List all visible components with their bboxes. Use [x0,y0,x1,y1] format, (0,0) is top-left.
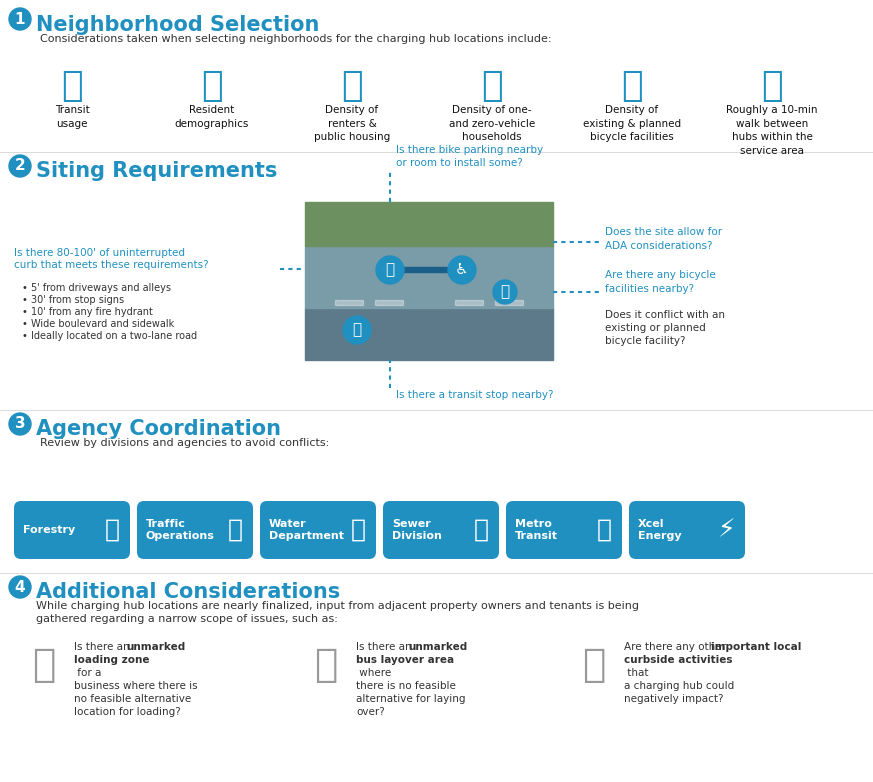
Text: business where there is: business where there is [74,681,197,691]
Circle shape [9,8,31,30]
Text: there is no feasible: there is no feasible [356,681,456,691]
Text: 🚌: 🚌 [596,518,611,542]
Text: curb that meets these requirements?: curb that meets these requirements? [14,260,209,270]
FancyBboxPatch shape [383,501,499,559]
Text: Roughly a 10-min
walk between
hubs within the
service area: Roughly a 10-min walk between hubs withi… [726,105,818,156]
Bar [455,300,483,305]
Text: 4: 4 [15,579,25,594]
Bar [305,246,553,308]
Text: 🚽: 🚽 [473,518,489,542]
Text: unmarked: unmarked [127,642,185,652]
Text: Density of one-
and zero-vehicle
households: Density of one- and zero-vehicle househo… [449,105,535,142]
Text: over?: over? [356,707,385,717]
Text: 🚴: 🚴 [500,285,510,300]
Circle shape [9,155,31,177]
Circle shape [448,256,476,284]
Text: 2: 2 [15,159,25,174]
FancyBboxPatch shape [260,501,376,559]
Circle shape [493,280,517,304]
Text: 👥: 👥 [201,69,223,103]
Text: 🏢: 🏢 [341,69,363,103]
Text: unmarked: unmarked [409,642,467,652]
Text: 🚴: 🚴 [386,263,395,278]
Text: 🚴: 🚴 [622,69,643,103]
Text: a charging hub could: a charging hub could [624,681,734,691]
Text: important local: important local [711,642,801,652]
FancyBboxPatch shape [305,202,553,360]
Text: Metro
Transit: Metro Transit [515,518,558,541]
Bar [305,202,553,246]
Text: Is there a transit stop nearby?: Is there a transit stop nearby? [396,390,553,400]
Text: Traffic
Operations: Traffic Operations [146,518,215,541]
Text: location for loading?: location for loading? [74,707,181,717]
Text: 🚚: 🚚 [32,646,56,684]
Text: Does the site allow for
ADA considerations?: Does the site allow for ADA consideratio… [605,228,722,250]
Text: ♿: ♿ [455,263,469,278]
Text: Transit
usage: Transit usage [55,105,89,128]
Text: Water
Department: Water Department [269,518,344,541]
Text: Density of
existing & planned
bicycle facilities: Density of existing & planned bicycle fa… [583,105,681,142]
Text: Density of
renters &
public housing: Density of renters & public housing [314,105,390,142]
Text: bus layover area: bus layover area [356,655,454,665]
Text: alternative for laying: alternative for laying [356,694,465,704]
Text: Neighborhood Selection: Neighborhood Selection [36,15,320,35]
Text: 🚗: 🚗 [481,69,503,103]
Text: Is there an: Is there an [356,642,415,652]
Circle shape [343,316,371,344]
Text: 🚗: 🚗 [582,646,606,684]
Text: Siting Requirements: Siting Requirements [36,161,278,181]
Text: 🚌: 🚌 [314,646,338,684]
Text: that: that [624,668,649,678]
Text: Forestry: Forestry [23,525,75,535]
Text: no feasible alternative: no feasible alternative [74,694,191,704]
Text: curbside activities: curbside activities [624,655,732,665]
FancyBboxPatch shape [137,501,253,559]
Text: for a: for a [74,668,101,678]
Bar [335,300,363,305]
Text: where: where [356,668,391,678]
Bar [375,300,403,305]
Text: 🌲: 🌲 [105,518,120,542]
Text: 🚦: 🚦 [228,518,243,542]
Text: negatively impact?: negatively impact? [624,694,724,704]
FancyBboxPatch shape [629,501,745,559]
Text: 3: 3 [15,417,25,432]
Text: Agency Coordination: Agency Coordination [36,419,281,439]
Text: • Wide boulevard and sidewalk: • Wide boulevard and sidewalk [22,319,175,329]
Text: While charging hub locations are nearly finalized, input from adjacent property : While charging hub locations are nearly … [36,601,639,611]
Text: Resident
demographics: Resident demographics [175,105,249,128]
Text: Sewer
Division: Sewer Division [392,518,442,541]
Text: • Ideally located on a two-lane road: • Ideally located on a two-lane road [22,331,197,341]
Bar [305,308,553,360]
Text: 💧: 💧 [350,518,366,542]
Text: Are there any bicycle
facilities nearby?: Are there any bicycle facilities nearby? [605,271,716,293]
Text: • 10' from any fire hydrant: • 10' from any fire hydrant [22,307,153,317]
FancyBboxPatch shape [506,501,622,559]
Text: 🚶: 🚶 [761,69,783,103]
Text: ⚡: ⚡ [718,518,736,542]
Circle shape [376,256,404,284]
Text: 1: 1 [15,12,25,27]
Text: 🚌: 🚌 [61,69,83,103]
Text: gathered regarding a narrow scope of issues, such as:: gathered regarding a narrow scope of iss… [36,614,338,624]
Text: Review by divisions and agencies to avoid conflicts:: Review by divisions and agencies to avoi… [40,438,329,448]
Text: Considerations taken when selecting neighborhoods for the charging hub locations: Considerations taken when selecting neig… [40,34,552,44]
Text: Is there an: Is there an [74,642,133,652]
Circle shape [9,576,31,598]
Circle shape [9,413,31,435]
Text: Is there 80-100' of uninterrupted: Is there 80-100' of uninterrupted [14,248,185,258]
Text: Additional Considerations: Additional Considerations [36,582,340,602]
Text: • 5' from driveways and alleys: • 5' from driveways and alleys [22,283,171,293]
Text: 🚌: 🚌 [353,322,361,338]
Text: Are there any other: Are there any other [624,642,729,652]
Text: Does it conflict with an
existing or planned
bicycle facility?: Does it conflict with an existing or pla… [605,310,725,346]
Text: loading zone: loading zone [74,655,149,665]
FancyBboxPatch shape [14,501,130,559]
Text: Xcel
Energy: Xcel Energy [638,518,682,541]
Bar [495,300,523,305]
Text: Is there bike parking nearby
or room to install some?: Is there bike parking nearby or room to … [396,145,543,168]
Text: • 30' from stop signs: • 30' from stop signs [22,295,124,305]
Bar [385,267,457,272]
